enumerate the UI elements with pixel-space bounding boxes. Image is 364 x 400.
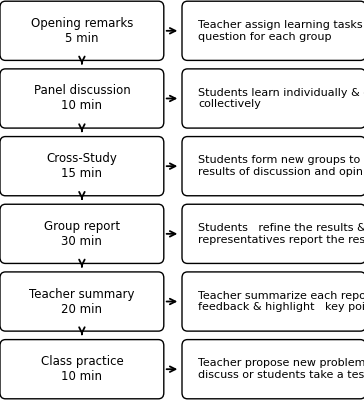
Text: Class practice
10 min: Class practice 10 min — [40, 355, 123, 383]
Text: Students   refine the results &
representatives report the results: Students refine the results & representa… — [198, 223, 364, 245]
Text: Students form new groups to share   the
results of discussion and opinions: Students form new groups to share the re… — [198, 155, 364, 177]
FancyBboxPatch shape — [182, 272, 364, 331]
FancyBboxPatch shape — [182, 340, 364, 399]
FancyBboxPatch shape — [0, 136, 164, 196]
Text: Teacher summary
20 min: Teacher summary 20 min — [29, 288, 135, 316]
FancyBboxPatch shape — [0, 204, 164, 264]
Text: Cross-Study
15 min: Cross-Study 15 min — [47, 152, 117, 180]
FancyBboxPatch shape — [182, 136, 364, 196]
Text: Group report
30 min: Group report 30 min — [44, 220, 120, 248]
FancyBboxPatch shape — [0, 69, 164, 128]
Text: Panel discussion
10 min: Panel discussion 10 min — [33, 84, 130, 112]
FancyBboxPatch shape — [0, 1, 164, 60]
Text: Students learn individually & discuss
collectively: Students learn individually & discuss co… — [198, 88, 364, 109]
Text: Teacher propose new problems   to
discuss or students take a test: Teacher propose new problems to discuss … — [198, 358, 364, 380]
FancyBboxPatch shape — [182, 69, 364, 128]
Text: Teacher assign learning tasks & propose
question for each group: Teacher assign learning tasks & propose … — [198, 20, 364, 42]
FancyBboxPatch shape — [0, 272, 164, 331]
Text: Teacher summarize each report, give
feedback & highlight   key points: Teacher summarize each report, give feed… — [198, 291, 364, 312]
Text: Opening remarks
5 min: Opening remarks 5 min — [31, 17, 133, 45]
FancyBboxPatch shape — [182, 204, 364, 264]
FancyBboxPatch shape — [182, 1, 364, 60]
FancyBboxPatch shape — [0, 340, 164, 399]
